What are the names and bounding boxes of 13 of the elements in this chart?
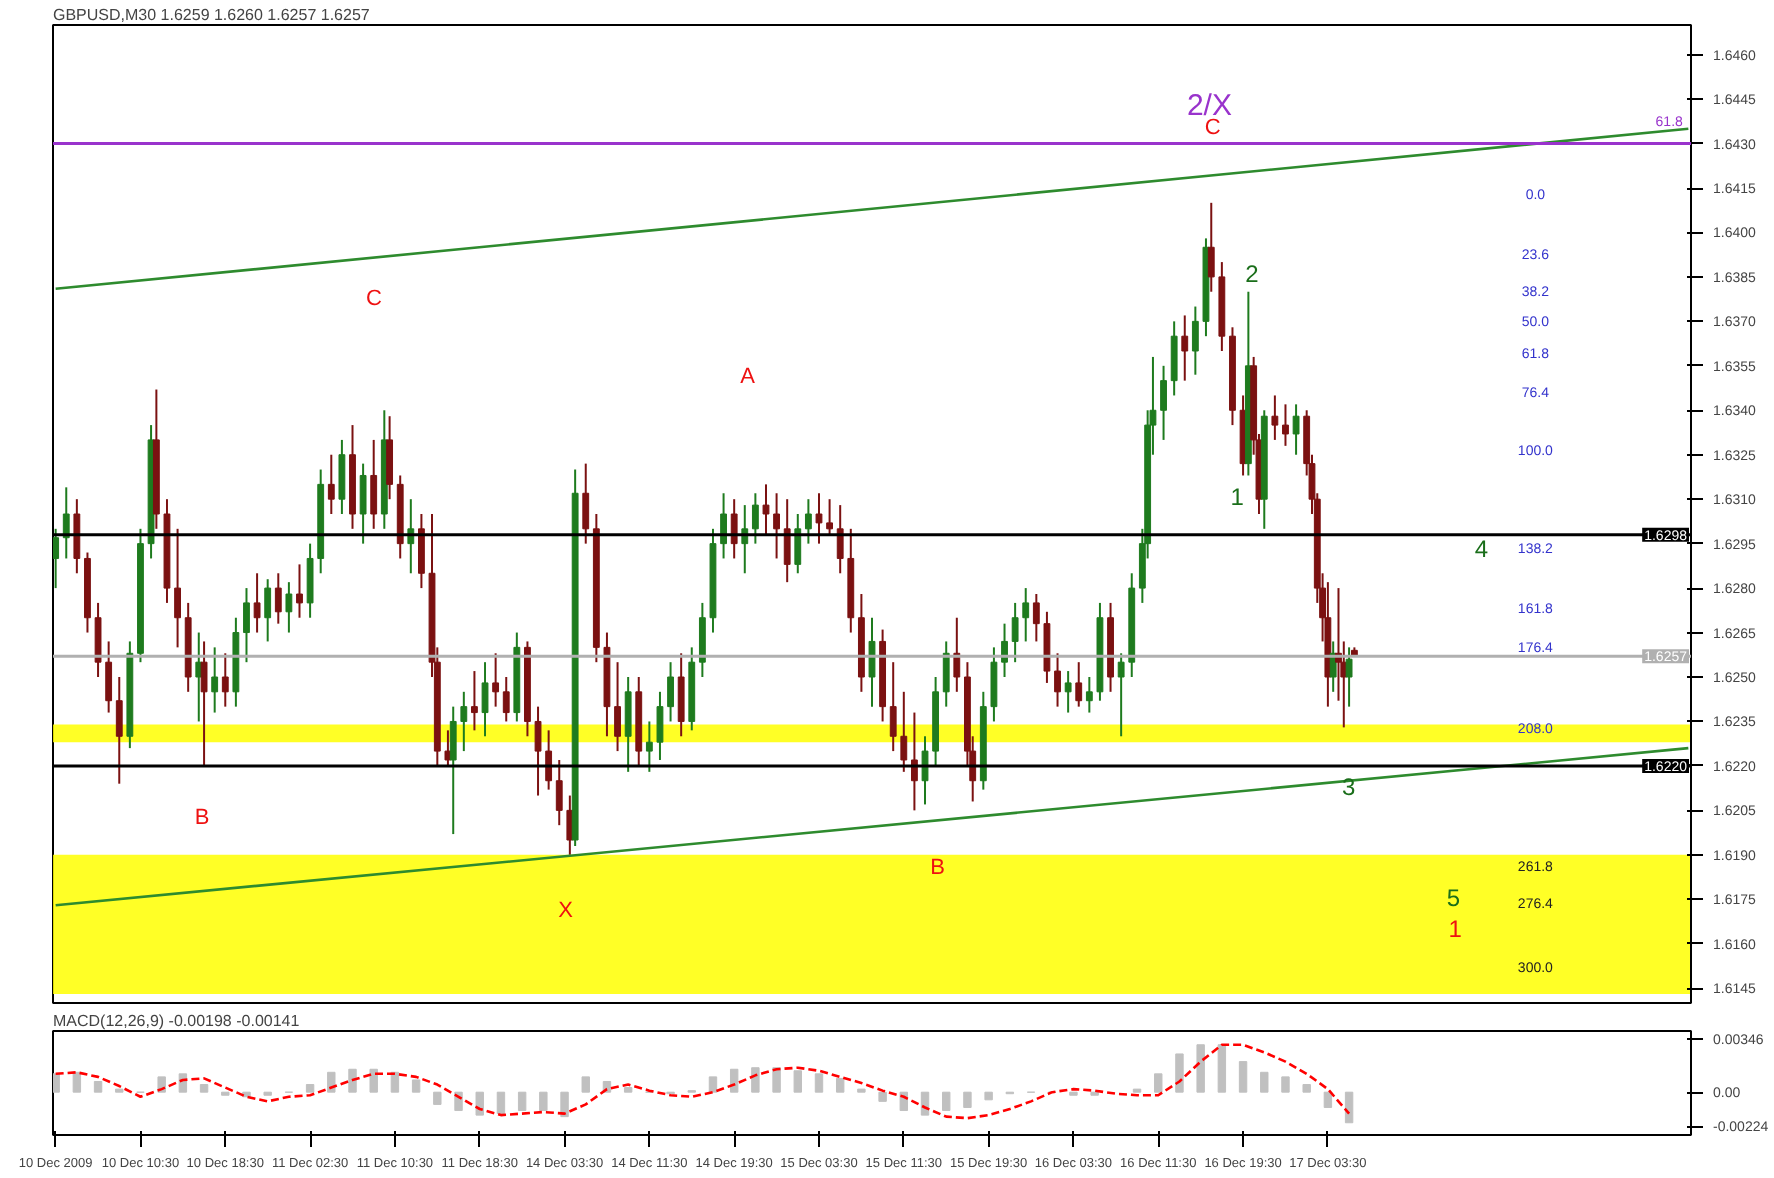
annotation: B xyxy=(930,856,945,881)
annotation: 5 xyxy=(1446,884,1461,913)
chart-title: GBPUSD,M30 1.6259 1.6260 1.6257 1.6257 xyxy=(53,6,371,24)
chart-title: MACD(12,26,9) -0.00198 -0.00141 xyxy=(53,1012,301,1030)
annotation: C xyxy=(366,286,383,311)
annotation: X xyxy=(558,899,575,924)
annotation: 1 xyxy=(1448,914,1463,943)
annotation: 3 xyxy=(1341,772,1356,801)
annotation: 1 xyxy=(1230,483,1245,512)
annotation: A xyxy=(740,365,757,390)
annotation: B xyxy=(194,806,210,831)
annotation: 4 xyxy=(1474,535,1489,564)
annotation: 2 xyxy=(1245,260,1260,289)
